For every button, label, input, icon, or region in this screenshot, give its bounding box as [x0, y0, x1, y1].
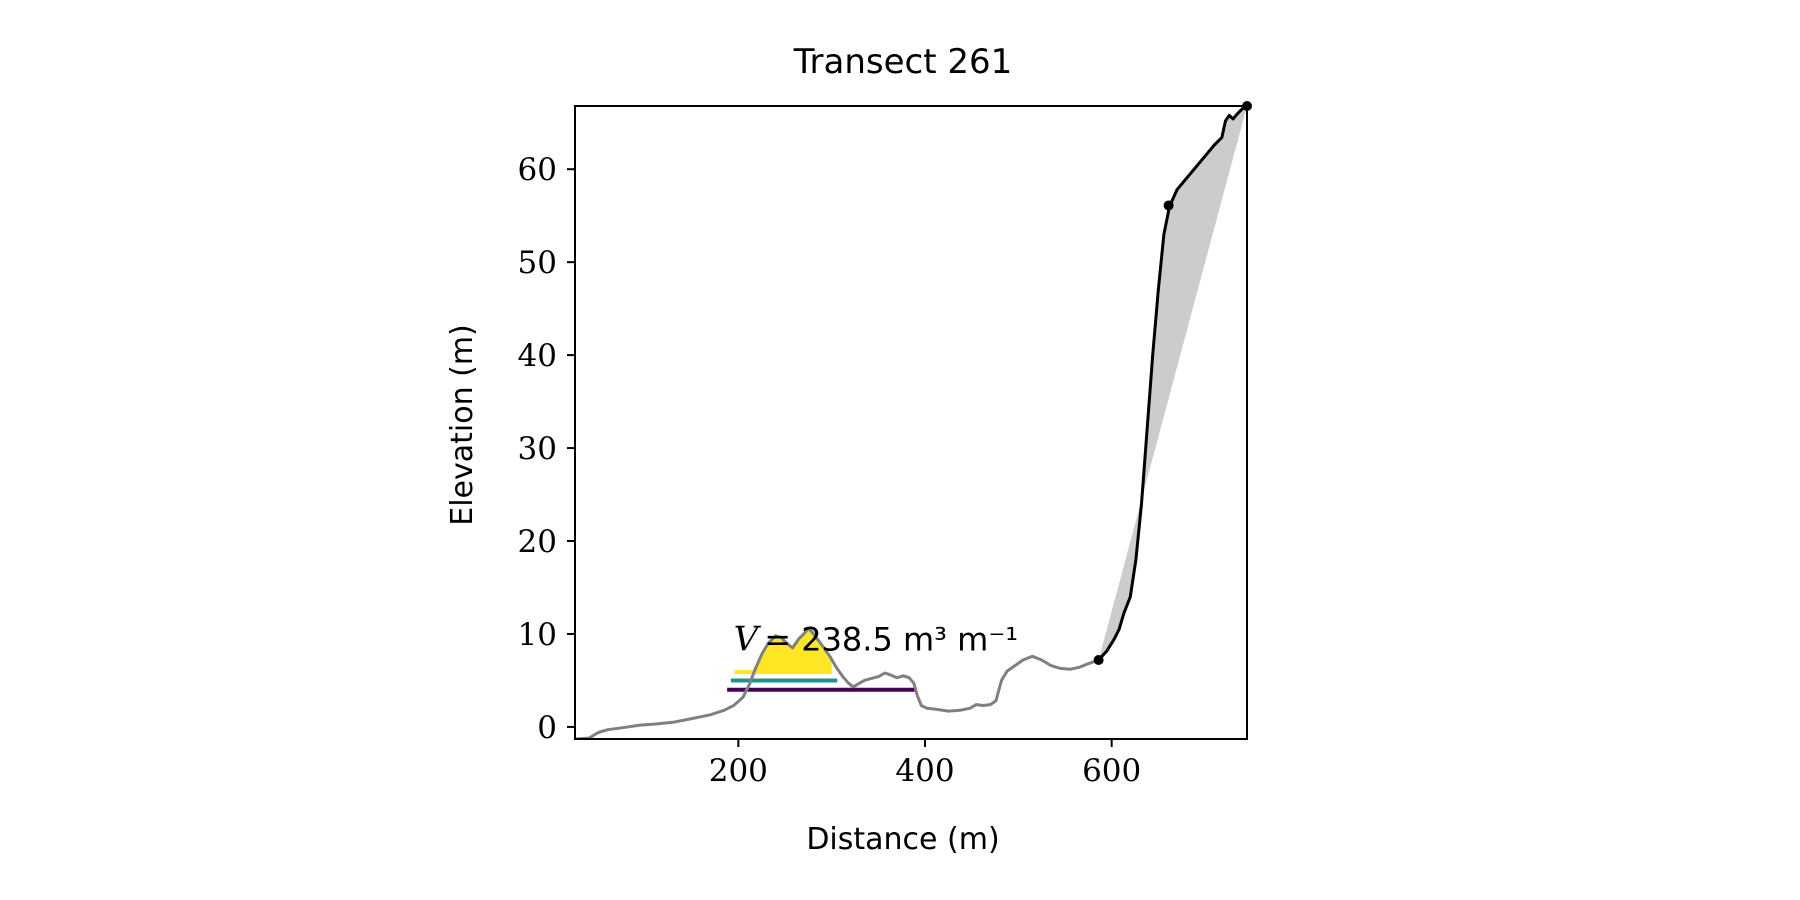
volume-annotation: V = 238.5 m³ m⁻¹ [734, 620, 1018, 660]
y-axis-label: Elevation (m) [445, 324, 480, 526]
y-tick-label-40: 40 [518, 338, 557, 374]
chart-title: Transect 261 [793, 42, 1013, 82]
y-tick-label-50: 50 [518, 245, 557, 281]
x-tick-label-200: 200 [709, 753, 768, 789]
y-tick-label-10: 10 [518, 617, 557, 653]
profile-line [575, 626, 1100, 739]
volume-value: = 238.5 m³ m⁻¹ [764, 621, 1018, 659]
cliff-marker-1 [1093, 654, 1104, 665]
cliff-marker-2 [1163, 200, 1174, 211]
y-tick-label-20: 20 [518, 524, 557, 560]
y-tick-label-30: 30 [518, 431, 557, 467]
plot-frame [574, 105, 1248, 740]
volume-symbol: V [734, 620, 762, 660]
cliff-fill-area [1098, 106, 1247, 660]
y-tick-label-60: 60 [518, 152, 557, 188]
y-tick-label-0: 0 [537, 710, 557, 746]
x-tick-label-400: 400 [895, 753, 954, 789]
plot-area: V = 238.5 m³ m⁻¹ [575, 101, 1252, 739]
axes: 200 400 600 0 10 20 30 40 50 60 [518, 105, 1248, 789]
x-axis-label: Distance (m) [806, 822, 999, 857]
x-tick-label-600: 600 [1082, 753, 1141, 789]
